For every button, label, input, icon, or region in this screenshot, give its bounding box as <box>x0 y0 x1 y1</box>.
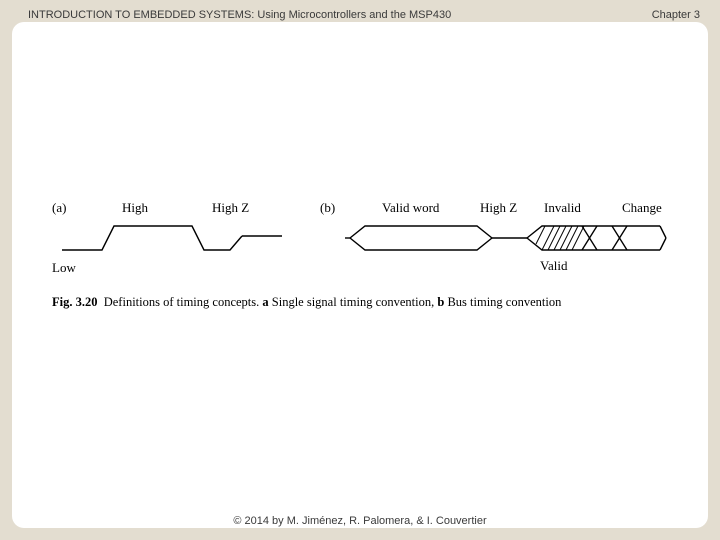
label-low: Low <box>52 260 76 275</box>
label-change: Change <box>622 200 662 215</box>
chapter-label: Chapter 3 <box>652 9 700 21</box>
label-highz-b: High Z <box>480 200 517 215</box>
figure-caption: Fig. 3.20 Definitions of timing concepts… <box>52 294 687 311</box>
bus-waveform <box>345 226 666 250</box>
single-signal-waveform <box>62 226 282 250</box>
caption-text-a: Single signal timing convention, <box>269 295 438 309</box>
footer-copyright: © 2014 by M. Jiménez, R. Palomera, & I. … <box>0 515 720 527</box>
caption-text-b: Bus timing convention <box>444 295 561 309</box>
label-highz-a: High Z <box>212 200 249 215</box>
label-validword: Valid word <box>382 200 440 215</box>
label-valid: Valid <box>540 258 568 273</box>
header-title: INTRODUCTION TO EMBEDDED SYSTEMS: Using … <box>28 9 451 21</box>
label-invalid: Invalid <box>544 200 581 215</box>
panel-a-id: (a) <box>52 200 66 215</box>
label-high: High <box>122 200 149 215</box>
caption-text-1: Definitions of timing concepts. <box>104 295 263 309</box>
panel-b-id: (b) <box>320 200 335 215</box>
figure-3-20: (a) High High Z Low (b) Valid word High … <box>52 192 677 282</box>
timing-diagram-svg: (a) High High Z Low (b) Valid word High … <box>52 192 677 282</box>
page-card: (a) High High Z Low (b) Valid word High … <box>12 22 708 528</box>
caption-fig-num: Fig. 3.20 <box>52 295 97 309</box>
